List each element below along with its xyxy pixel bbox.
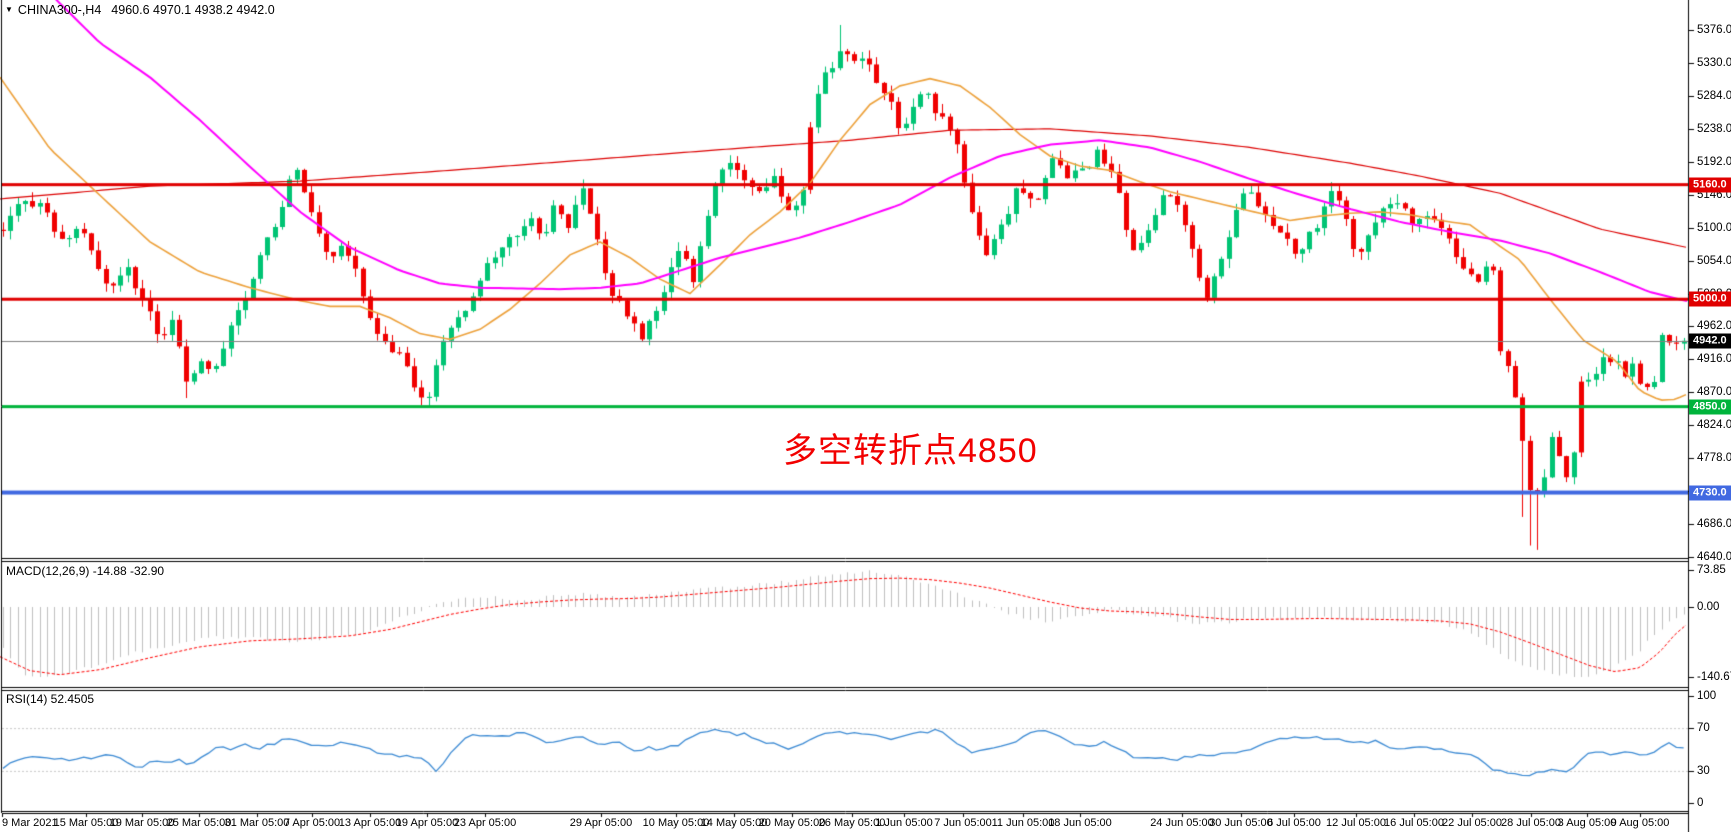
symbol-dropdown-icon[interactable]: ▼: [5, 5, 13, 14]
price-tick-label: 5192.0: [1697, 155, 1731, 168]
date-label: 18 Jun 05:00: [1048, 817, 1112, 829]
date-label: 10 May 05:00: [642, 817, 710, 829]
symbol-period-label: CHINA300-,H4: [17, 3, 102, 17]
macd-tick-label: 0.00: [1697, 601, 1720, 613]
price-tick-label: 4962.0: [1697, 320, 1731, 333]
date-label: 15 Mar 05:00: [53, 817, 119, 829]
date-label: 3 Aug 05:00: [1557, 817, 1617, 829]
date-label: 11 Jun 05:00: [991, 817, 1055, 829]
rsi-tick-label: 100: [1697, 690, 1717, 702]
date-label: 31 Mar 05:00: [224, 817, 290, 829]
date-label: 23 Apr 05:00: [453, 817, 517, 829]
level-badge-4730: 4730.0: [1689, 485, 1731, 501]
rsi-tick-label: 70: [1697, 722, 1710, 735]
date-label: 7 Jun 05:00: [934, 817, 992, 829]
level-badge-5000: 5000.0: [1689, 291, 1731, 307]
date-label: 12 Jul 05:00: [1326, 817, 1386, 829]
date-label: 7 Apr 05:00: [283, 817, 341, 829]
rsi-tick-label: 30: [1697, 764, 1710, 777]
macd-indicator-label: MACD(12,26,9) -14.88 -32.90: [6, 564, 165, 578]
pivot-annotation: 多空转折点4850: [783, 432, 1038, 470]
price-tick-label: 5330.0: [1697, 56, 1731, 69]
date-label: 16 Jul 05:00: [1384, 817, 1444, 829]
level-badge-4850: 4850.0: [1689, 399, 1731, 415]
date-label: 24 Jun 05:00: [1150, 817, 1214, 829]
date-label: 22 Jul 05:00: [1442, 817, 1502, 829]
price-tick-label: 4778.0: [1697, 452, 1731, 465]
date-label: 20 May 05:00: [758, 817, 826, 829]
date-label: 30 Jun 05:00: [1209, 817, 1273, 829]
level-badge-5160: 5160.0: [1689, 177, 1731, 193]
price-tick-label: 4640.0: [1697, 551, 1731, 563]
price-tick-label: 5238.0: [1697, 122, 1731, 135]
price-tick-label: 4824.0: [1697, 419, 1731, 432]
price-tick-label: 5054.0: [1697, 254, 1731, 267]
date-label: 6 Jul 05:00: [1267, 817, 1321, 829]
price-tick-label: 5284.0: [1697, 89, 1731, 102]
date-label: 13 Apr 05:00: [338, 817, 402, 829]
rsi-indicator-label: RSI(14) 52.4505: [6, 692, 95, 706]
macd-tick-label: -140.67: [1697, 671, 1731, 683]
date-label: 14 May 05:00: [700, 817, 768, 829]
ohlc-values: 4960.6 4970.1 4938.2 4942.0: [111, 3, 275, 17]
date-label: 19 Mar 05:00: [109, 817, 175, 829]
date-label: 1 Jun 05:00: [875, 817, 933, 829]
price-tick-label: 5100.0: [1697, 221, 1731, 234]
date-label: 9 Aug 05:00: [1610, 817, 1670, 829]
symbol-title: ▼ CHINA300-,H4 4960.6 4970.1 4938.2 4942.0: [5, 3, 275, 17]
current-price-badge: 4942.0: [1689, 333, 1731, 349]
date-label: 19 Apr 05:00: [395, 817, 459, 829]
date-label: 25 Mar 05:00: [166, 817, 232, 829]
date-label: 9 Mar 2021: [2, 817, 58, 829]
macd-tick-label: 73.85: [1697, 564, 1726, 577]
price-tick-label: 5376.0: [1697, 24, 1731, 36]
price-tick-label: 4870.0: [1697, 386, 1731, 399]
date-label: 28 Jul 05:00: [1501, 817, 1561, 829]
date-label: 29 Apr 05:00: [569, 817, 633, 829]
date-label: 26 May 05:00: [818, 817, 886, 829]
rsi-tick-label: 0: [1697, 797, 1704, 809]
price-tick-label: 4916.0: [1697, 353, 1731, 366]
price-tick-label: 4686.0: [1697, 518, 1731, 531]
